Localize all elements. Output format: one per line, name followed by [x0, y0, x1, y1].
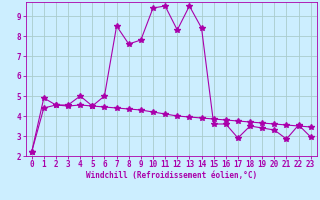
X-axis label: Windchill (Refroidissement éolien,°C): Windchill (Refroidissement éolien,°C)	[86, 171, 257, 180]
